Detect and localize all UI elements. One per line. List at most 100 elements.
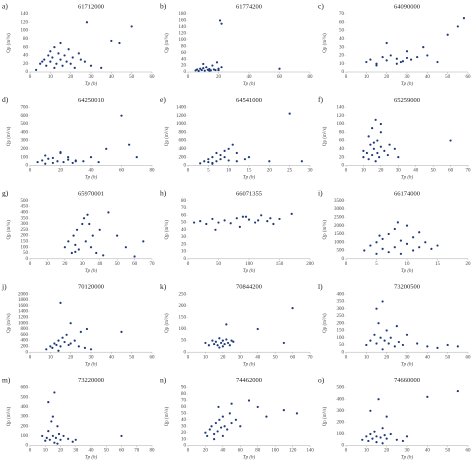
y-tick-label: 100 [21, 155, 29, 160]
point [211, 64, 214, 67]
panel-label: k) [160, 282, 167, 291]
point [220, 66, 223, 69]
point [389, 336, 392, 339]
y-axis-label: Qp (m³/s) [6, 33, 12, 53]
y-tick-label: 400 [21, 130, 29, 135]
y-tick-label: 1400 [18, 310, 29, 315]
point [142, 240, 145, 243]
point [381, 348, 384, 351]
x-tick-label: 60 [277, 75, 283, 80]
point [47, 157, 50, 160]
x-tick-label: 40 [413, 169, 419, 174]
panel-label: b) [160, 2, 167, 11]
point [230, 421, 233, 425]
point [67, 240, 70, 243]
point [69, 62, 72, 65]
y-tick-label: 500 [21, 199, 29, 204]
y-tick-label: 250 [337, 314, 345, 319]
x-tick-label: 60 [119, 169, 125, 174]
point [375, 307, 378, 310]
point [105, 147, 108, 150]
point [74, 243, 77, 246]
point [405, 224, 409, 227]
point [208, 428, 211, 431]
point [226, 341, 230, 345]
point [371, 127, 374, 130]
point [446, 33, 449, 36]
x-tick-label: 30 [396, 169, 402, 174]
x-tick-label: 40 [425, 449, 431, 454]
x-tick-label: 80 [150, 169, 156, 174]
point [53, 391, 56, 394]
x-axis-label: Tp (h) [401, 456, 414, 461]
point [214, 421, 217, 425]
y-tick-label: 800 [179, 130, 187, 135]
point [207, 158, 210, 161]
point [57, 349, 60, 352]
panel-title: 65970001 [78, 190, 104, 197]
y-tick-label: 70 [181, 399, 187, 404]
panel-title: 74660000 [394, 377, 420, 384]
panel-label: g) [2, 189, 9, 198]
y-tick-label: 0 [342, 164, 345, 169]
y-tick-label: 0 [342, 444, 345, 449]
point [120, 114, 123, 117]
point [386, 153, 389, 157]
y-tick-label: 0 [184, 444, 187, 449]
x-tick-label: 30 [238, 355, 244, 360]
y-tick-label: 200 [21, 345, 29, 350]
point [405, 56, 409, 60]
y-tick-label: 300 [337, 409, 345, 414]
panel-label: h) [160, 189, 167, 198]
y-tick-label: 0 [26, 164, 29, 169]
point [456, 25, 459, 28]
point [288, 112, 291, 115]
point [426, 395, 429, 398]
point [89, 348, 93, 351]
x-tick-label: 10 [203, 355, 209, 360]
point [381, 300, 384, 303]
x-tick-label: 20 [68, 355, 74, 360]
panel-title: 64541000 [236, 97, 262, 104]
point [405, 242, 409, 245]
y-tick-label: 20 [339, 155, 345, 160]
y-tick-label: 50 [181, 412, 187, 417]
y-tick-label: 100 [21, 245, 29, 250]
point [385, 415, 388, 418]
x-axis-label: Tp (h) [243, 82, 256, 87]
point [412, 249, 415, 252]
panel-label: l) [318, 282, 323, 291]
panel-title: 64090000 [394, 3, 420, 10]
point [97, 160, 100, 164]
point [53, 46, 56, 49]
point [59, 301, 62, 304]
point [462, 17, 466, 20]
x-tick-label: 100 [271, 449, 279, 454]
point [389, 54, 392, 57]
x-tick-label: 30 [80, 262, 86, 267]
point [367, 158, 370, 161]
x-tick-label: 20 [58, 449, 64, 454]
panel-label: i) [318, 189, 323, 198]
point [426, 54, 429, 57]
y-tick-label: 400 [21, 405, 29, 410]
point [363, 249, 366, 252]
point [436, 346, 439, 349]
x-tick-label: 10 [361, 169, 367, 174]
point [49, 345, 52, 348]
y-tick-label: 500 [21, 122, 29, 127]
point [381, 247, 384, 250]
x-tick-label: 30 [308, 169, 314, 174]
y-tick-label: 80 [339, 130, 345, 135]
y-tick-label: 90 [181, 386, 187, 391]
point [54, 436, 58, 439]
panel-label: a) [2, 2, 8, 11]
point [247, 399, 251, 402]
point [50, 420, 53, 423]
point [65, 333, 68, 336]
point [74, 438, 77, 441]
x-axis-label: Tp (h) [401, 176, 414, 181]
x-tick-label: 0 [345, 169, 348, 174]
y-tick-label: 60 [181, 51, 187, 56]
point [372, 141, 375, 144]
